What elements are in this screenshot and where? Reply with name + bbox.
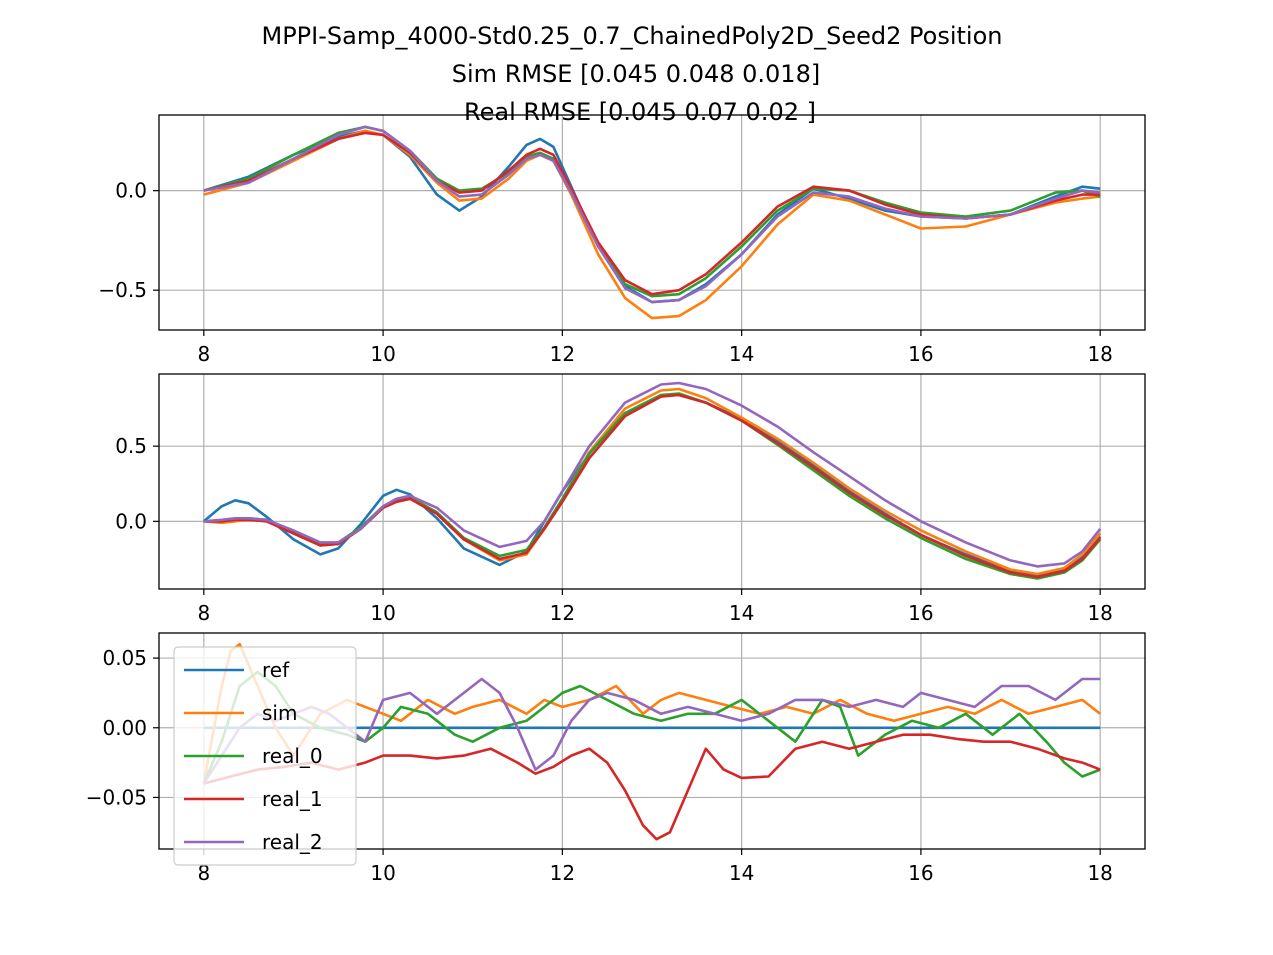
- legend-label: real_2: [262, 830, 323, 854]
- x-tick-label: 16: [908, 342, 933, 366]
- legend-item-ref: ref: [184, 658, 290, 682]
- x-tick-label: 10: [370, 601, 395, 625]
- grid-lines: [159, 115, 1145, 330]
- x-tick-label: 16: [908, 861, 933, 885]
- y-tick-label: 0.00: [102, 716, 147, 740]
- legend-label: ref: [262, 658, 290, 682]
- x-tick-label: 10: [370, 342, 395, 366]
- x-tick-label: 18: [1087, 342, 1112, 366]
- series-line-real_1: [203, 733, 1101, 841]
- x-tick-label: 14: [729, 601, 754, 625]
- title-line-2: Sim RMSE [0.045 0.048 0.018]: [452, 60, 820, 88]
- legend-item-real_1: real_1: [184, 787, 323, 811]
- x-tick-label: 12: [550, 861, 575, 885]
- legend-item-sim: sim: [184, 701, 297, 725]
- chart-title: MPPI-Samp_4000-Std0.25_0.7_ChainedPoly2D…: [262, 22, 1003, 126]
- axes-frame: [158, 373, 1146, 590]
- series-line-real_2: [203, 381, 1102, 568]
- x-tick-label: 10: [370, 861, 395, 885]
- y-tick-label: 0.05: [102, 646, 147, 670]
- legend-label: real_1: [262, 787, 323, 811]
- subplot-panels: 8 10 12 14 16 18 0.0 −0.5 8 10 12 14 16 18 0.5 0.0 8 10 12…: [86, 114, 1146, 885]
- y-tick-label: 0.0: [115, 509, 147, 533]
- y-tick-label: 0.0: [115, 179, 147, 203]
- legend-label: sim: [262, 701, 297, 725]
- series-line-real_1: [203, 393, 1102, 579]
- subplot-3: 8 10 12 14 16 18 0.05 0.00 −0.05: [86, 632, 1146, 885]
- y-tick-label: −0.5: [98, 278, 147, 302]
- series-group: [202, 381, 1102, 580]
- series-line-real_0: [203, 392, 1102, 580]
- grid-lines: [159, 374, 1145, 589]
- x-tick-label: 16: [908, 601, 933, 625]
- legend-item-real_2: real_2: [184, 830, 323, 854]
- axes-frame: [158, 632, 1146, 850]
- legend-label: real_0: [262, 744, 323, 768]
- x-tick-label: 12: [550, 601, 575, 625]
- x-tick-label: 8: [197, 861, 210, 885]
- y-tick-label: −0.05: [86, 785, 147, 809]
- x-tick-label: 18: [1087, 601, 1112, 625]
- axes-frame: [158, 114, 1146, 331]
- subplot-2: 8 10 12 14 16 18 0.5 0.0: [115, 373, 1146, 625]
- x-tick-label: 12: [550, 342, 575, 366]
- x-tick-label: 8: [197, 601, 210, 625]
- y-tick-label: 0.5: [115, 434, 147, 458]
- legend-box: [173, 646, 357, 866]
- title-line-3: Real RMSE [0.045 0.07 0.02 ]: [464, 98, 816, 126]
- x-tick-label: 14: [729, 861, 754, 885]
- series-line-real_1: [203, 131, 1101, 296]
- title-line-1: MPPI-Samp_4000-Std0.25_0.7_ChainedPoly2D…: [262, 22, 1003, 50]
- legend: ref sim real_0 real_1 real_2: [173, 646, 357, 866]
- x-tick-label: 14: [729, 342, 754, 366]
- x-tick-label: 18: [1087, 861, 1112, 885]
- subplot-1: 8 10 12 14 16 18 0.0 −0.5: [98, 114, 1146, 366]
- legend-item-real_0: real_0: [184, 744, 323, 768]
- series-group: [203, 125, 1101, 320]
- series-line-real_2: [203, 125, 1101, 304]
- x-tick-label: 8: [197, 342, 210, 366]
